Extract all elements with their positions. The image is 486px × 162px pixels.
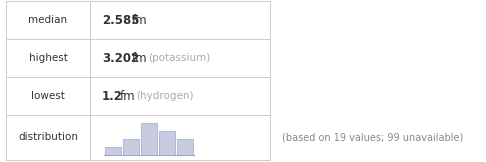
Text: (based on 19 values; 99 unavailable): (based on 19 values; 99 unavailable) bbox=[282, 132, 463, 142]
Bar bbox=[141, 123, 157, 155]
Text: highest: highest bbox=[29, 53, 68, 63]
Text: 2.585: 2.585 bbox=[102, 13, 139, 27]
Bar bbox=[177, 139, 193, 155]
Text: fm: fm bbox=[132, 13, 148, 27]
Text: (potassium): (potassium) bbox=[148, 53, 210, 63]
Bar bbox=[6, 1, 270, 160]
Text: 1.2: 1.2 bbox=[102, 89, 123, 103]
Bar bbox=[123, 139, 139, 155]
Text: 3.202: 3.202 bbox=[102, 52, 139, 64]
Text: lowest: lowest bbox=[31, 91, 65, 101]
Text: fm: fm bbox=[120, 89, 136, 103]
Text: distribution: distribution bbox=[18, 132, 78, 142]
Text: median: median bbox=[29, 15, 68, 25]
Bar bbox=[159, 131, 175, 155]
Bar bbox=[105, 147, 121, 155]
Text: (hydrogen): (hydrogen) bbox=[136, 91, 193, 101]
Text: fm: fm bbox=[132, 52, 148, 64]
